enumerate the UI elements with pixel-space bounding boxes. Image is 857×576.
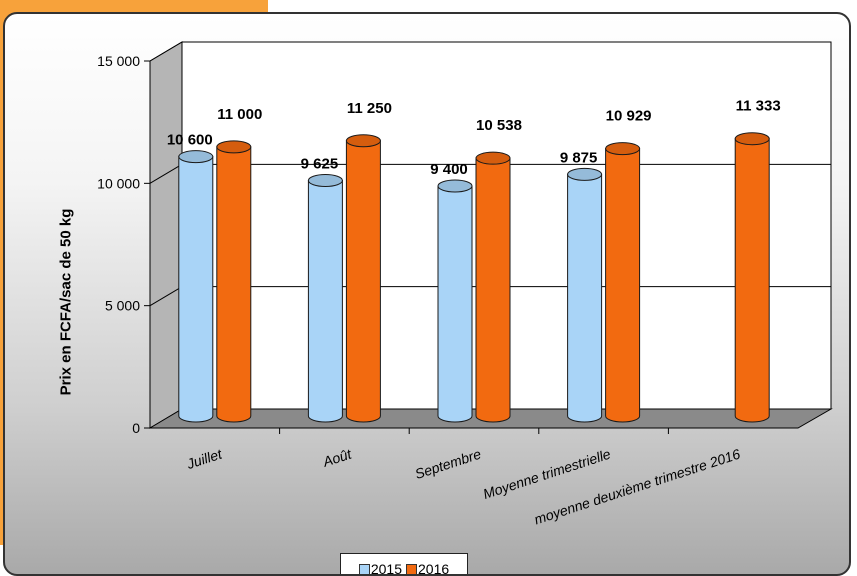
gridline-side-3 [149, 41, 183, 62]
bar-2015-0 [178, 156, 214, 423]
bar-top-2016-4 [734, 132, 770, 146]
data-label-2016-0: 11 000 [217, 106, 262, 123]
y-tick-label-2: 10 000 [97, 175, 140, 191]
bar-top-2016-1 [345, 134, 381, 148]
bar-2016-4 [734, 138, 770, 423]
bar-2016-0 [216, 146, 252, 423]
bar-2016-2 [475, 157, 511, 423]
legend-label-2015: 2015 [370, 561, 402, 576]
chart-legend: 2015 2016 [340, 553, 468, 576]
bar-top-2015-2 [437, 179, 473, 193]
x-tick-label-1: Août [320, 445, 354, 470]
bar-top-2015-3 [567, 167, 603, 181]
data-label-2016-2: 10 538 [476, 117, 522, 134]
bar-top-2016-2 [475, 151, 511, 165]
data-label-2015-2: 9 400 [430, 161, 468, 178]
bar-2016-3 [605, 148, 641, 423]
data-label-2016-1: 11 250 [347, 100, 392, 117]
legend-label-2016: 2016 [418, 561, 450, 576]
y-axis-label: Prix en FCFA/sac de 50 kg [57, 208, 75, 396]
bar-2015-2 [437, 185, 473, 423]
data-label-2015-3: 9 875 [560, 149, 598, 166]
bar-2015-1 [307, 180, 343, 423]
bar-top-2015-0 [178, 150, 214, 164]
bar-top-2016-0 [216, 140, 252, 154]
bar-top-2015-1 [307, 174, 343, 188]
bar-2016-1 [345, 140, 381, 423]
x-tick-label-4: moyenne deuxième trimestre 2016 [532, 446, 742, 528]
legend-swatch-2015 [358, 563, 370, 574]
y-tick-label-3: 15 000 [97, 53, 140, 69]
y-tick-label-1: 5 000 [105, 298, 140, 314]
data-label-2015-1: 9 625 [301, 156, 339, 173]
legend-item-2015: 2015 [358, 561, 402, 576]
bar-2015-3 [567, 173, 603, 423]
bar-top-2016-3 [605, 142, 641, 156]
chart-panel: 0 5 000 10 000 15 000 10 600 11 000 Juillet 9 6… [3, 12, 851, 576]
x-tick-label-2: Septembre [413, 446, 483, 482]
y-tick-label-0: 0 [132, 420, 140, 436]
legend-item-2016: 2016 [406, 561, 450, 576]
x-tick-label-0: Juillet [184, 445, 225, 472]
data-label-2016-3: 10 929 [606, 108, 652, 125]
legend-swatch-2016 [406, 563, 417, 574]
gridline-side-1 [149, 286, 183, 307]
gridline-side-2 [149, 163, 183, 184]
side-wall [149, 41, 183, 429]
data-label-2016-4: 11 333 [736, 98, 781, 115]
data-label-2015-0: 10 600 [167, 132, 213, 149]
